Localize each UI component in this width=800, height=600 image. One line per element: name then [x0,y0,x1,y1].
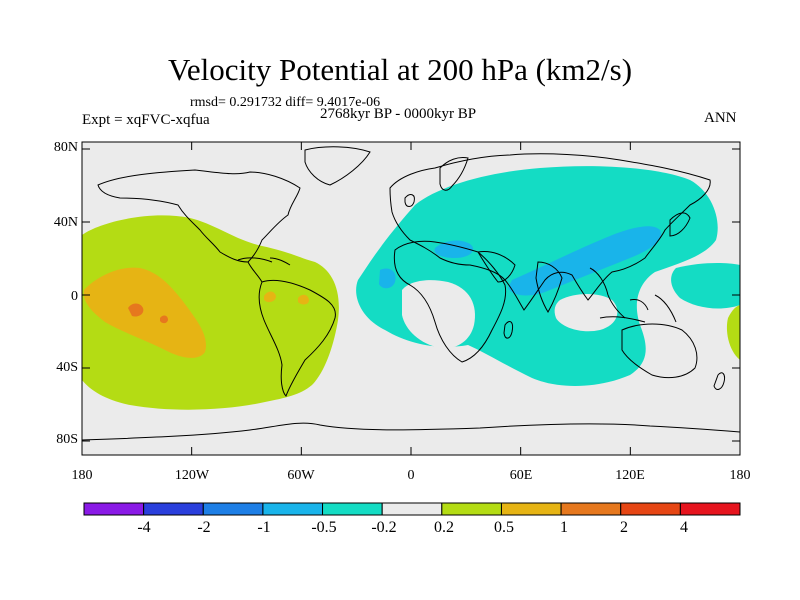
colorbar-label: -0.5 [311,519,337,536]
x-tick-label: 60E [509,468,533,483]
coast-central-america [247,261,263,283]
colorbar-swatch [679,502,741,516]
coast-eurasia [389,153,711,311]
contour-positive-mid-pacific [83,267,206,358]
colorbar-label: 1 [560,519,568,536]
coastlines [82,146,740,441]
coast-indonesia [599,294,677,323]
coast-new-zealand [713,372,725,390]
colorbar-swatch [500,502,562,516]
colorbar-swatch [560,502,622,516]
colorbar [83,502,741,516]
plot-title: Velocity Potential at 200 hPa (km2/s) [167,52,633,87]
x-tick-label: 0 [407,468,415,483]
contour-negative-weak-east [671,263,740,309]
coast-scandinavia [439,157,469,191]
colorbar-swatch [143,502,204,516]
x-tick-label: 180 [729,468,751,483]
y-tick-label: 80N [53,140,78,155]
y-tick-label: 0 [71,289,78,304]
colorbar-label: -2 [197,519,211,536]
contour-positive-mid-atlantic [298,294,309,305]
coast-india [535,261,563,313]
x-tick-label: 120W [174,468,210,483]
colorbar-swatch [83,502,145,516]
colorbar-label: -1 [257,519,271,536]
coast-madagascar [503,321,513,339]
colorbar-swatch [381,502,443,516]
x-tick-label: 120E [615,468,645,483]
y-tick-label: 40N [53,215,78,230]
x-tick-label: 60W [287,468,315,483]
contour-negative-mid-west [379,268,396,289]
coast-uk [404,194,415,207]
colorbar-label: -4 [137,519,151,536]
coast-greenland [304,146,371,186]
colorbar-swatch [262,502,324,516]
coast-caribbean [237,257,291,266]
colorbar-label: 2 [620,519,628,536]
x-tick-label: 180 [71,468,93,483]
period-label: 2768kyr BP - 0000kyr BP [320,106,477,122]
coast-africa [393,240,507,363]
colorbar-swatch [322,502,383,516]
contour-negative-mid-band [434,240,474,258]
colorbar-label: 0.5 [494,519,514,536]
colorbar-label: -0.2 [371,519,397,536]
contour-positive-strong-core-2 [160,315,168,324]
y-tick-label: 80S [56,432,78,447]
contour-positive-mid-amazon [264,291,276,303]
contour-fields [82,166,740,410]
colorbar-swatch [620,502,681,516]
stats-label: rmsd= 0.291732 diff= 9.4017e-06 [190,95,381,110]
coast-south-america [258,279,336,397]
colorbar-label: 4 [680,519,688,536]
colorbar-label: 0.2 [434,519,454,536]
y-tick-label: 40S [56,360,78,375]
coast-australia [621,323,698,379]
contour-neutral-africa [402,280,475,349]
coast-arabia [477,251,516,283]
contour-neutral-indian [554,294,618,332]
axis-ticks [81,142,741,455]
colorbar-swatch [202,502,264,516]
coast-se-asia [589,267,626,319]
contour-positive-strong-core [128,303,144,317]
season-label: ANN [704,110,737,126]
experiment-label: Expt = xqFVC-xqfua [82,112,210,128]
contour-positive-weak-east [726,305,740,360]
coast-north-america [97,169,301,263]
colorbar-swatch [441,502,502,516]
contour-positive-weak-pacific [82,215,339,410]
coast-antarctica [82,422,740,441]
coast-japan [669,212,691,237]
